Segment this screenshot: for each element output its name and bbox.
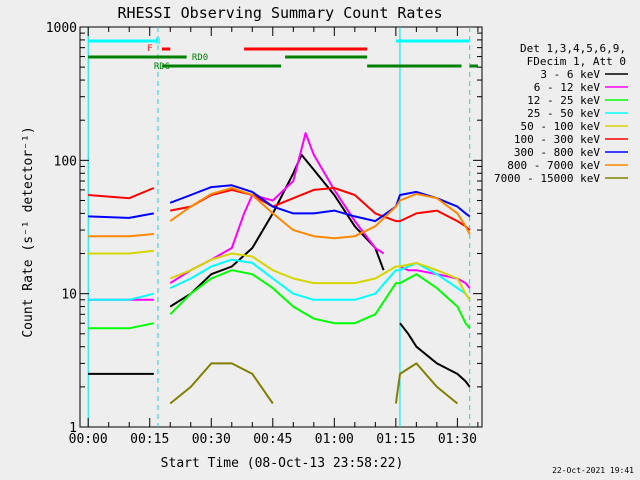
legend-label: 7000 - 15000 keV (494, 172, 600, 185)
series-lines (88, 132, 471, 405)
legend-label: 800 - 7000 keV (507, 159, 600, 172)
series-line-0 (88, 153, 471, 388)
x-tick-label: 01:15 (376, 432, 415, 447)
flag-label-n: N (155, 37, 160, 47)
series-line-4 (88, 249, 471, 301)
timestamp: 22-Oct-2021 19:41 (552, 466, 634, 475)
legend-label: 3 - 6 keV (540, 68, 600, 81)
x-tick-label: 00:15 (130, 432, 169, 447)
flag-label-rd6: RD6 (154, 62, 170, 72)
x-tick-label: 00:00 (69, 432, 108, 447)
y-tick-label: 1 (69, 421, 77, 436)
legend: Det 1,3,4,5,6,9,FDecim 1, Att 03 - 6 keV… (494, 42, 628, 185)
x-axis-label: Start Time (08-Oct-13 23:58:22) (161, 456, 404, 471)
series-line-2 (88, 269, 471, 330)
legend-label: 300 - 800 keV (514, 146, 600, 159)
flag-label-rd0: RD0 (192, 53, 208, 63)
series-line-5 (88, 187, 471, 231)
series-line-3 (88, 258, 471, 301)
x-tick-label: 01:30 (438, 432, 477, 447)
x-axis: 00:00 00:15 00:30 00:45 01:00 01:15 01:30 (69, 27, 479, 447)
legend-label: 100 - 300 keV (514, 133, 600, 146)
plot-frame (79, 26, 483, 428)
vertical-markers (87, 27, 471, 427)
series-line-1 (88, 132, 471, 301)
flag-bars: NF RD0 RD6 (88, 37, 478, 72)
y-axis-label: Count Rate (s⁻¹ detector⁻¹) (21, 126, 36, 337)
x-tick-label: 00:30 (192, 432, 231, 447)
chart-title: RHESSI Observing Summary Count Rates (117, 4, 442, 22)
series-line-7 (88, 187, 471, 240)
series-line-8 (169, 362, 459, 405)
flag-label-f: F (147, 44, 152, 54)
x-tick-label: 01:00 (315, 432, 354, 447)
x-tick-label: 00:45 (253, 432, 292, 447)
legend-header: Det 1,3,4,5,6,9, (520, 42, 626, 55)
y-tick-label: 100 (54, 154, 77, 169)
y-tick-label: 1000 (46, 21, 77, 36)
y-axis: 1 10 100 1000 (46, 21, 482, 436)
legend-label: 12 - 25 keV (527, 94, 600, 107)
legend-label: 25 - 50 keV (527, 107, 600, 120)
legend-label: 50 - 100 keV (521, 120, 601, 133)
legend-header: FDecim 1, Att 0 (527, 55, 626, 68)
y-tick-label: 10 (61, 288, 77, 303)
legend-label: 6 - 12 keV (534, 81, 601, 94)
